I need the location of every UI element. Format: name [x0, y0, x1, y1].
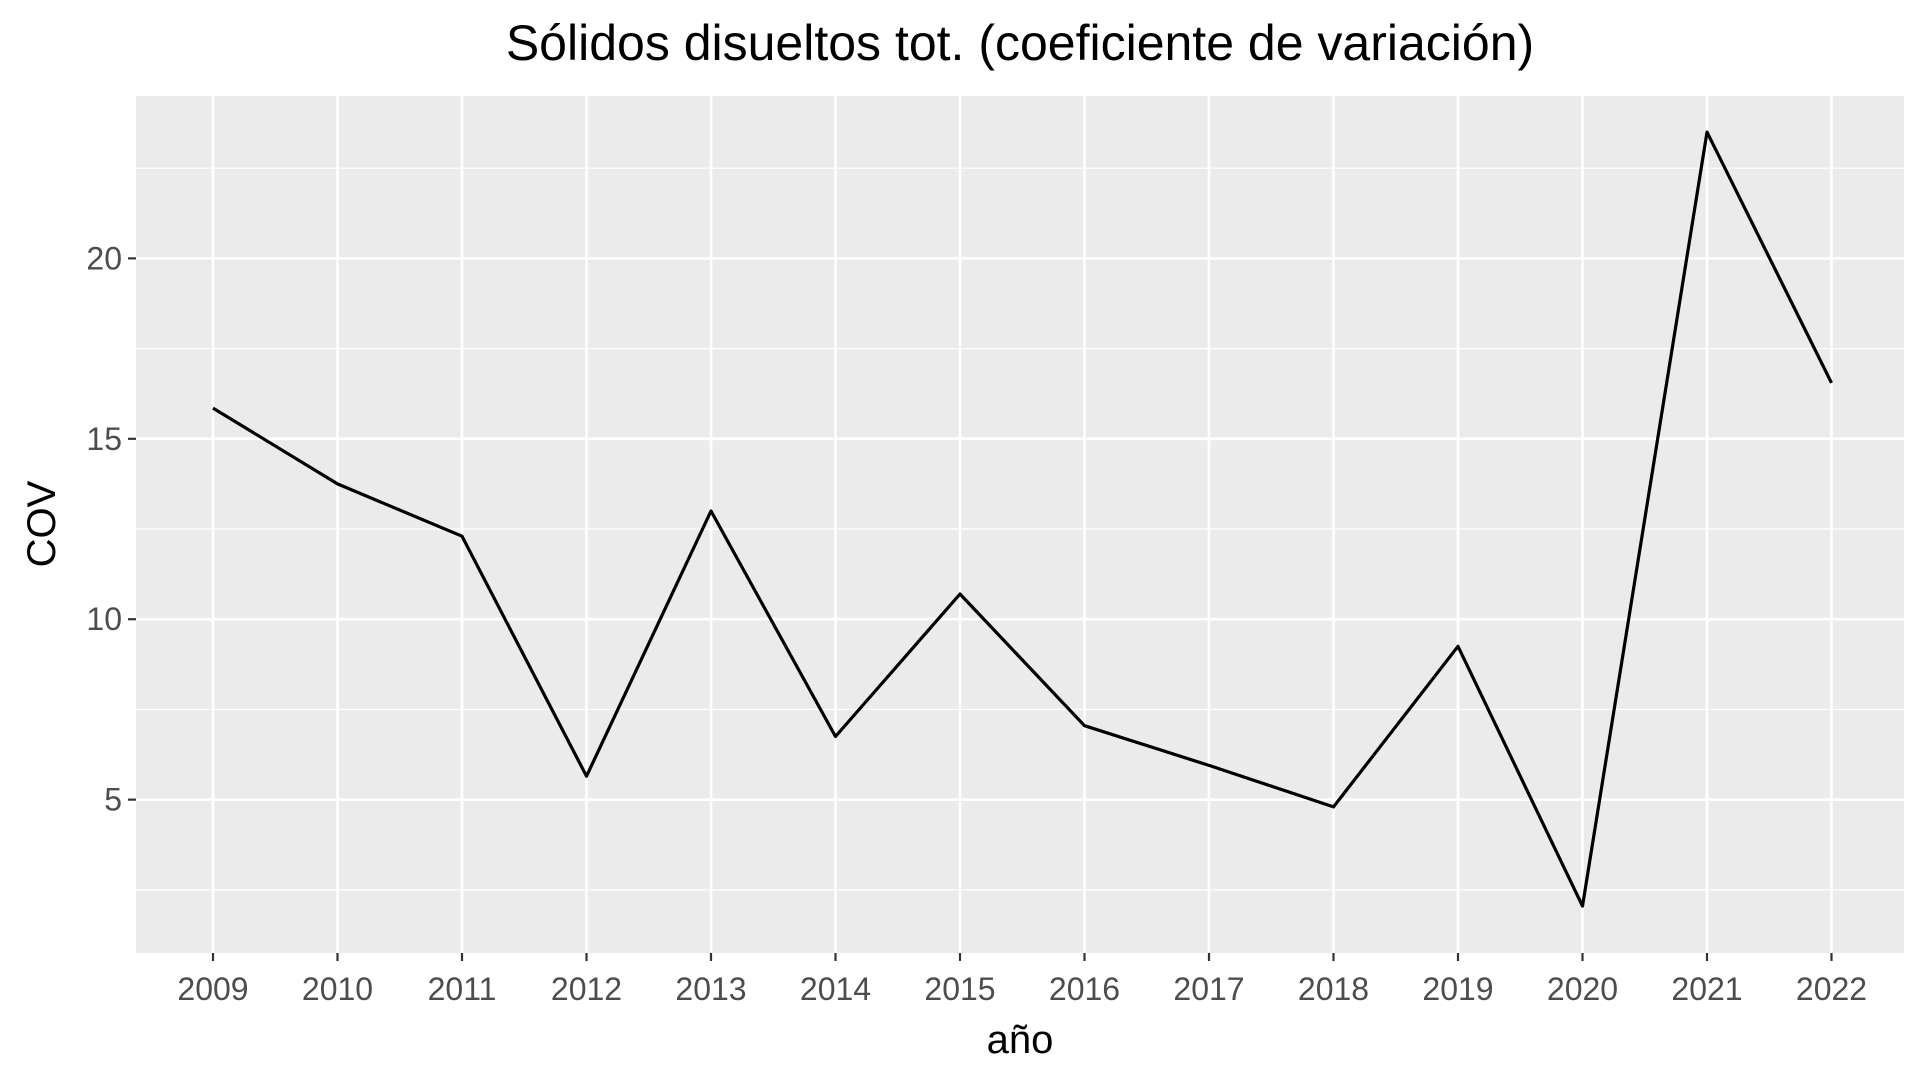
x-tick-label: 2012 [551, 971, 622, 1007]
x-tick-label: 2017 [1173, 971, 1244, 1007]
x-tick-label: 2013 [675, 971, 746, 1007]
axis-ticks [128, 257, 1833, 961]
x-tick-label: 2010 [302, 971, 373, 1007]
y-tick-label: 20 [86, 240, 122, 276]
x-tick-label: 2018 [1298, 971, 1369, 1007]
x-tick-label: 2011 [428, 971, 497, 1007]
y-tick-label: 5 [104, 782, 122, 818]
x-axis-tick-labels: 2009 2010 2011 2012 2013 2014 2015 2016 2017 2018… [177, 971, 1867, 1007]
x-tick-label: 2014 [800, 971, 871, 1007]
x-tick-label: 2020 [1547, 971, 1618, 1007]
series-line [212, 130, 1833, 908]
minor-gridlines [136, 167, 1904, 891]
y-tick-label: 10 [86, 601, 122, 637]
y-axis-title: COV [20, 480, 64, 567]
series-layer [212, 130, 1833, 908]
x-tick-label: 2021 [1671, 971, 1742, 1007]
plot-panel [136, 96, 1904, 953]
x-axis-title: año [987, 1018, 1054, 1062]
y-axis-tick-labels: 5 10 15 20 [86, 240, 122, 817]
x-tick-label: 2015 [924, 971, 995, 1007]
major-gridlines [136, 96, 1904, 953]
x-tick-label: 2016 [1049, 971, 1120, 1007]
y-tick-label: 15 [86, 421, 122, 457]
x-tick-label: 2022 [1796, 971, 1867, 1007]
x-tick-label: 2019 [1422, 971, 1493, 1007]
chart-title: Sólidos disueltos tot. (coeficiente de v… [506, 15, 1534, 71]
x-tick-label: 2009 [177, 971, 248, 1007]
